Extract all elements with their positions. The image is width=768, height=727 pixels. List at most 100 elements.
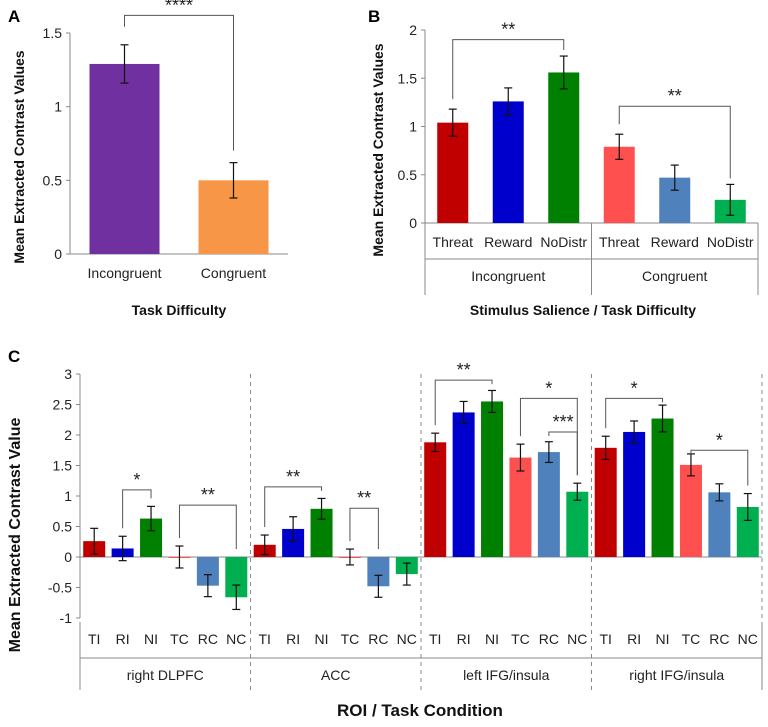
x-tick-label: TI — [599, 631, 611, 647]
bar — [651, 418, 674, 557]
bar — [140, 518, 163, 557]
bar — [310, 508, 333, 557]
x-tick-label: RC — [368, 631, 388, 647]
panel-a-ylabel: Mean Extracted Contrast Values — [11, 50, 27, 263]
panel-label-c: C — [8, 347, 20, 366]
bar — [594, 447, 617, 557]
y-tick-label: 0 — [409, 215, 417, 231]
significance-bracket — [434, 379, 493, 426]
x-tick-label: NoDistr — [707, 234, 754, 250]
y-tick-label: 0 — [64, 549, 72, 565]
y-tick-label: -0.5 — [48, 580, 72, 596]
group-label: right DLPFC — [127, 667, 204, 683]
significance-bracket — [124, 14, 234, 151]
x-tick-label: NoDistr — [540, 234, 587, 250]
x-tick-label: NI — [144, 631, 158, 647]
x-tick-label: NC — [567, 631, 587, 647]
significance-bracket-label: **** — [165, 0, 193, 15]
significance-bracket-label: ** — [668, 86, 682, 106]
significance-bracket — [605, 397, 664, 429]
group-label: Congruent — [642, 268, 707, 284]
x-tick-label: Incongruent — [88, 265, 162, 281]
bar — [679, 464, 702, 557]
x-tick-label: RI — [457, 631, 471, 647]
significance-bracket — [349, 507, 379, 549]
bar — [437, 122, 469, 223]
y-tick-label: 0 — [54, 246, 62, 262]
significance-bracket — [690, 449, 749, 486]
x-tick-label: NC — [738, 631, 758, 647]
bar — [282, 528, 305, 557]
significance-bracket-label: * — [716, 430, 723, 450]
y-tick-label: 2 — [409, 22, 417, 38]
bar — [424, 442, 447, 557]
x-tick-label: NC — [226, 631, 246, 647]
chart-c: -1 -0.5 0 0.5 1 1.5 2 2.5 3 TI RI NI TC RC NC right DLP… — [48, 360, 763, 690]
bar — [225, 557, 248, 598]
significance-bracket — [122, 489, 152, 529]
bar — [196, 557, 219, 586]
y-tick-label: 3 — [64, 366, 72, 382]
bar — [736, 506, 759, 557]
group-label: ACC — [321, 667, 351, 683]
bar — [367, 557, 390, 587]
x-tick-label: Threat — [599, 234, 640, 250]
bar — [548, 72, 580, 224]
significance-bracket-label: * — [545, 378, 552, 398]
bar — [89, 63, 160, 254]
bar — [708, 492, 731, 557]
significance-bracket — [618, 105, 731, 179]
y-tick-label: 1 — [54, 99, 62, 115]
x-tick-label: TI — [429, 631, 441, 647]
group-label: right IFG/insula — [629, 667, 724, 683]
x-tick-label: TI — [88, 631, 100, 647]
x-tick-label: TC — [682, 631, 701, 647]
panel-b-xlabel: Stimulus Salience / Task Difficulty — [470, 302, 696, 318]
significance-bracket-label: *** — [553, 412, 574, 432]
group-label: left IFG/insula — [463, 667, 550, 683]
significance-bracket-label: ** — [357, 488, 371, 508]
significance-bracket — [548, 431, 578, 476]
x-tick-label: RI — [286, 631, 300, 647]
x-tick-label: RI — [116, 631, 130, 647]
bar — [492, 101, 524, 223]
significance-bracket-label: ** — [286, 467, 300, 487]
x-tick-label: TI — [258, 631, 270, 647]
chart-b: 0 0.5 1 1.5 2 Threat Reward NoDistr Threat Reward… — [398, 20, 759, 295]
significance-bracket-label: ** — [457, 360, 471, 380]
x-tick-label: NI — [485, 631, 499, 647]
y-tick-label: -1 — [60, 610, 73, 626]
y-tick-label: 0.5 — [398, 167, 418, 183]
significance-bracket-label: * — [133, 470, 140, 490]
x-tick-label: NI — [656, 631, 670, 647]
x-tick-label: Threat — [433, 234, 474, 250]
y-tick-label: 2 — [64, 427, 72, 443]
x-tick-label: RC — [198, 631, 218, 647]
significance-bracket-label: ** — [501, 20, 515, 40]
bar — [537, 452, 560, 557]
bar — [566, 491, 589, 557]
bar — [509, 457, 532, 557]
x-tick-label: RC — [709, 631, 729, 647]
panel-label-a: A — [8, 7, 20, 26]
significance-bracket — [264, 486, 323, 528]
bar — [623, 431, 646, 557]
significance-bracket — [452, 39, 565, 100]
x-tick-label: Reward — [484, 234, 532, 250]
x-tick-label: Congruent — [201, 265, 266, 281]
x-tick-label: TC — [511, 631, 530, 647]
significance-bracket-label: ** — [201, 485, 215, 505]
x-tick-label: TC — [170, 631, 189, 647]
y-tick-label: 1 — [409, 119, 417, 135]
y-tick-label: 1 — [64, 488, 72, 504]
panel-label-b: B — [368, 7, 380, 26]
y-tick-label: 0.5 — [53, 519, 73, 535]
significance-bracket-label: * — [631, 378, 638, 398]
x-tick-label: RI — [627, 631, 641, 647]
x-tick-label: TC — [341, 631, 360, 647]
y-tick-label: 2.5 — [53, 397, 73, 413]
panel-b-ylabel: Mean Extracted Contrast Values — [370, 43, 386, 256]
y-tick-label: 1.5 — [53, 458, 73, 474]
x-tick-label: NC — [397, 631, 417, 647]
